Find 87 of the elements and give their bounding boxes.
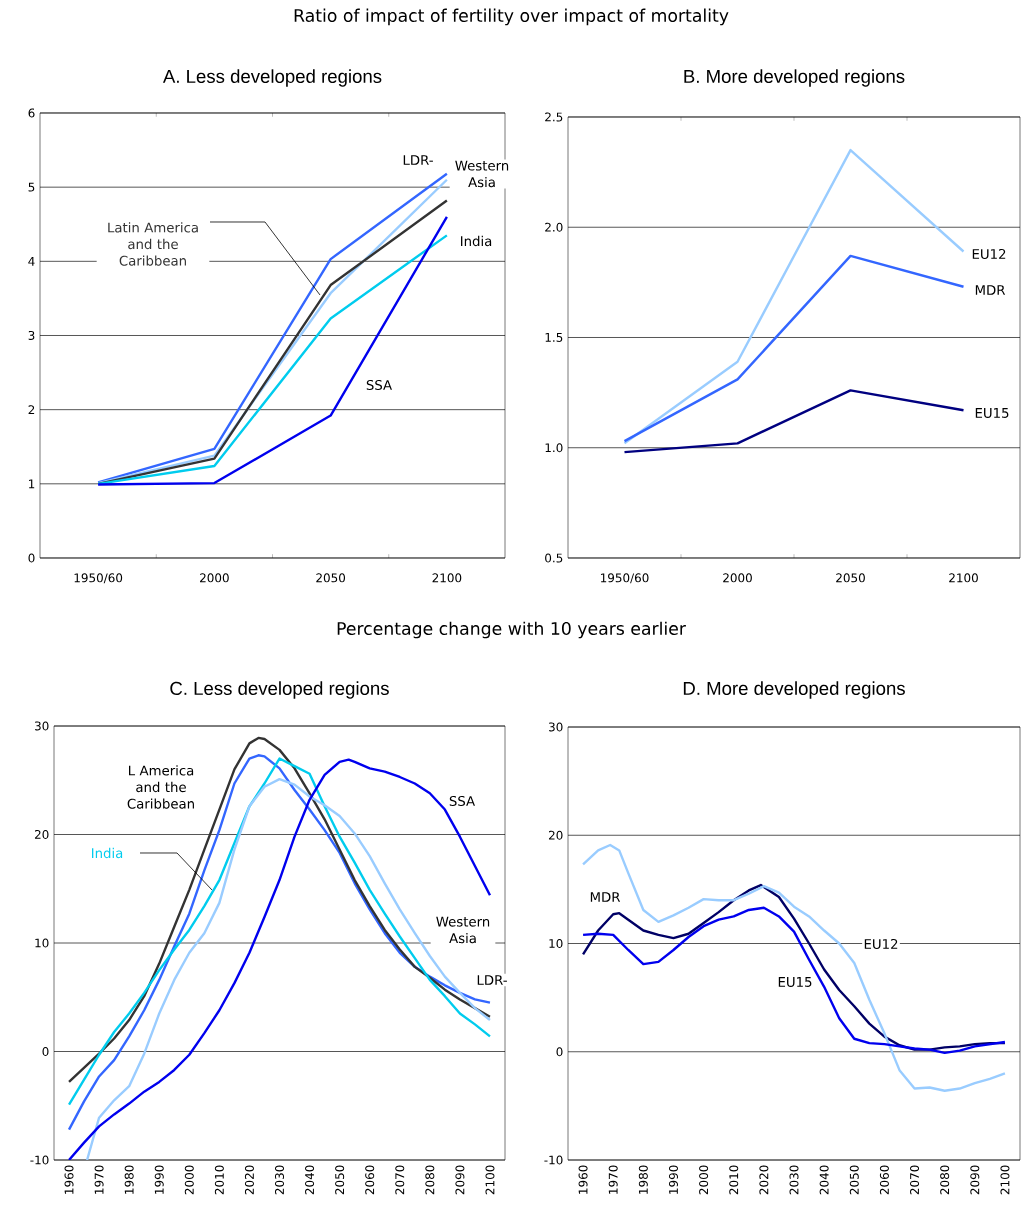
y-tick-label: 0 bbox=[42, 1046, 49, 1057]
x-tick-label: 2050 bbox=[849, 1165, 859, 1195]
x-tick-label: 2070 bbox=[395, 1165, 405, 1195]
x-tick-label: 2010 bbox=[729, 1165, 739, 1195]
y-tick-label: -10 bbox=[30, 1155, 49, 1165]
x-tick-label: 2040 bbox=[819, 1165, 829, 1195]
y-tick-label: 1.5 bbox=[545, 333, 563, 342]
x-tick-label: 2000 bbox=[200, 573, 229, 583]
line-series bbox=[581, 843, 1007, 1092]
x-tick-label: 2000 bbox=[184, 1165, 194, 1195]
x-tick-label: 2100 bbox=[432, 573, 462, 583]
chart-title: B. More developed regions bbox=[684, 69, 905, 87]
chart-title: D. More developed regions bbox=[683, 681, 905, 699]
x-tick-label: 2100 bbox=[1000, 1165, 1010, 1195]
x-tick-label: 2000 bbox=[699, 1165, 709, 1195]
y-tick-label: 20 bbox=[34, 829, 49, 840]
y-tick-label: 1.0 bbox=[545, 443, 563, 453]
line-series bbox=[623, 389, 965, 454]
series-label: MDR bbox=[975, 285, 1006, 295]
chart-title: Percentage change with 10 years earlier bbox=[337, 621, 686, 639]
x-tick-label: 2030 bbox=[274, 1165, 285, 1195]
x-tick-label: 2050 bbox=[316, 573, 346, 583]
x-tick-label: 2060 bbox=[879, 1165, 889, 1195]
y-tick-label: 20 bbox=[548, 830, 563, 840]
series-label: EU15 bbox=[975, 408, 1009, 418]
x-tick-label: 2030 bbox=[789, 1165, 799, 1195]
y-tick-label: -10 bbox=[544, 1155, 563, 1165]
x-tick-label: 1990 bbox=[154, 1165, 164, 1194]
x-tick-label: 2080 bbox=[425, 1165, 435, 1195]
y-tick-label: 10 bbox=[35, 938, 49, 948]
x-tick-label: 1960 bbox=[64, 1165, 74, 1194]
chart-subtitle: C. Less developed regions bbox=[170, 681, 389, 699]
y-tick-label: 10 bbox=[549, 938, 563, 949]
series-label: India bbox=[461, 235, 492, 247]
x-tick-label: 1970 bbox=[608, 1165, 618, 1194]
y-tick-label: 2.0 bbox=[545, 222, 563, 232]
chart-title: Ratio of impact of fertility over impact of mortality bbox=[294, 8, 729, 26]
x-tick-label: 1970 bbox=[94, 1165, 104, 1194]
y-tick-label: 2 bbox=[28, 405, 35, 415]
x-tick-label: 2040 bbox=[305, 1165, 315, 1195]
x-tick-label: 2070 bbox=[910, 1165, 920, 1195]
series-label: LDR- bbox=[403, 155, 433, 165]
x-tick-label: 2020 bbox=[244, 1165, 254, 1195]
x-tick-label: 2020 bbox=[759, 1165, 769, 1195]
series-label: EU15 bbox=[778, 977, 812, 987]
y-tick-label: 2.5 bbox=[545, 112, 563, 122]
x-tick-label: 2010 bbox=[214, 1165, 224, 1195]
series-label: SSA bbox=[449, 795, 475, 807]
x-tick-label: 2060 bbox=[365, 1165, 375, 1195]
series-label: Western Asia bbox=[455, 160, 509, 188]
y-tick-label: 0 bbox=[28, 553, 35, 563]
y-tick-label: 4 bbox=[28, 256, 35, 266]
x-tick-label: 2100 bbox=[949, 573, 978, 583]
x-tick-label: 1980 bbox=[638, 1165, 648, 1194]
x-tick-label: 2000 bbox=[723, 573, 752, 583]
x-tick-label: 1990 bbox=[668, 1165, 678, 1194]
series-label: EU12 bbox=[864, 938, 898, 950]
y-tick-label: 0 bbox=[556, 1047, 563, 1057]
x-tick-label: 1960 bbox=[578, 1165, 588, 1194]
x-tick-label: 2100 bbox=[485, 1165, 495, 1195]
series-label: EU12 bbox=[972, 248, 1006, 260]
text: Latin America and the Caribbean bbox=[108, 222, 198, 266]
line-series bbox=[623, 148, 965, 445]
x-tick-label: 2090 bbox=[970, 1165, 980, 1195]
x-tick-label: 2090 bbox=[455, 1165, 465, 1195]
y-tick-label: 6 bbox=[28, 108, 35, 118]
x-tick-label: 1980 bbox=[124, 1165, 134, 1194]
series-label: L America and the Caribbean bbox=[127, 765, 194, 809]
line-series bbox=[581, 883, 1007, 1051]
series-label: Western Asia bbox=[436, 916, 490, 944]
x-tick-label: 2050 bbox=[335, 1165, 345, 1195]
y-tick-label: 30 bbox=[35, 721, 49, 731]
chart-subtitle: A. Less developed regions bbox=[162, 69, 382, 87]
y-tick-label: 1 bbox=[29, 479, 35, 489]
y-tick-label: 5 bbox=[28, 182, 35, 192]
text: India bbox=[92, 847, 123, 859]
x-tick-label: 2080 bbox=[940, 1165, 950, 1195]
x-tick-label: 1950/60 bbox=[600, 573, 649, 584]
y-tick-label: 3 bbox=[28, 330, 35, 341]
series-label: MDR bbox=[590, 892, 621, 902]
series-label: SSA bbox=[366, 379, 392, 391]
line-series bbox=[623, 254, 965, 443]
series-label: LDR- bbox=[477, 975, 507, 985]
x-tick-label: 1950/60 bbox=[74, 573, 123, 584]
x-tick-label: 2050 bbox=[836, 573, 865, 583]
y-tick-label: 30 bbox=[549, 722, 563, 732]
y-tick-label: 0.5 bbox=[545, 553, 563, 563]
